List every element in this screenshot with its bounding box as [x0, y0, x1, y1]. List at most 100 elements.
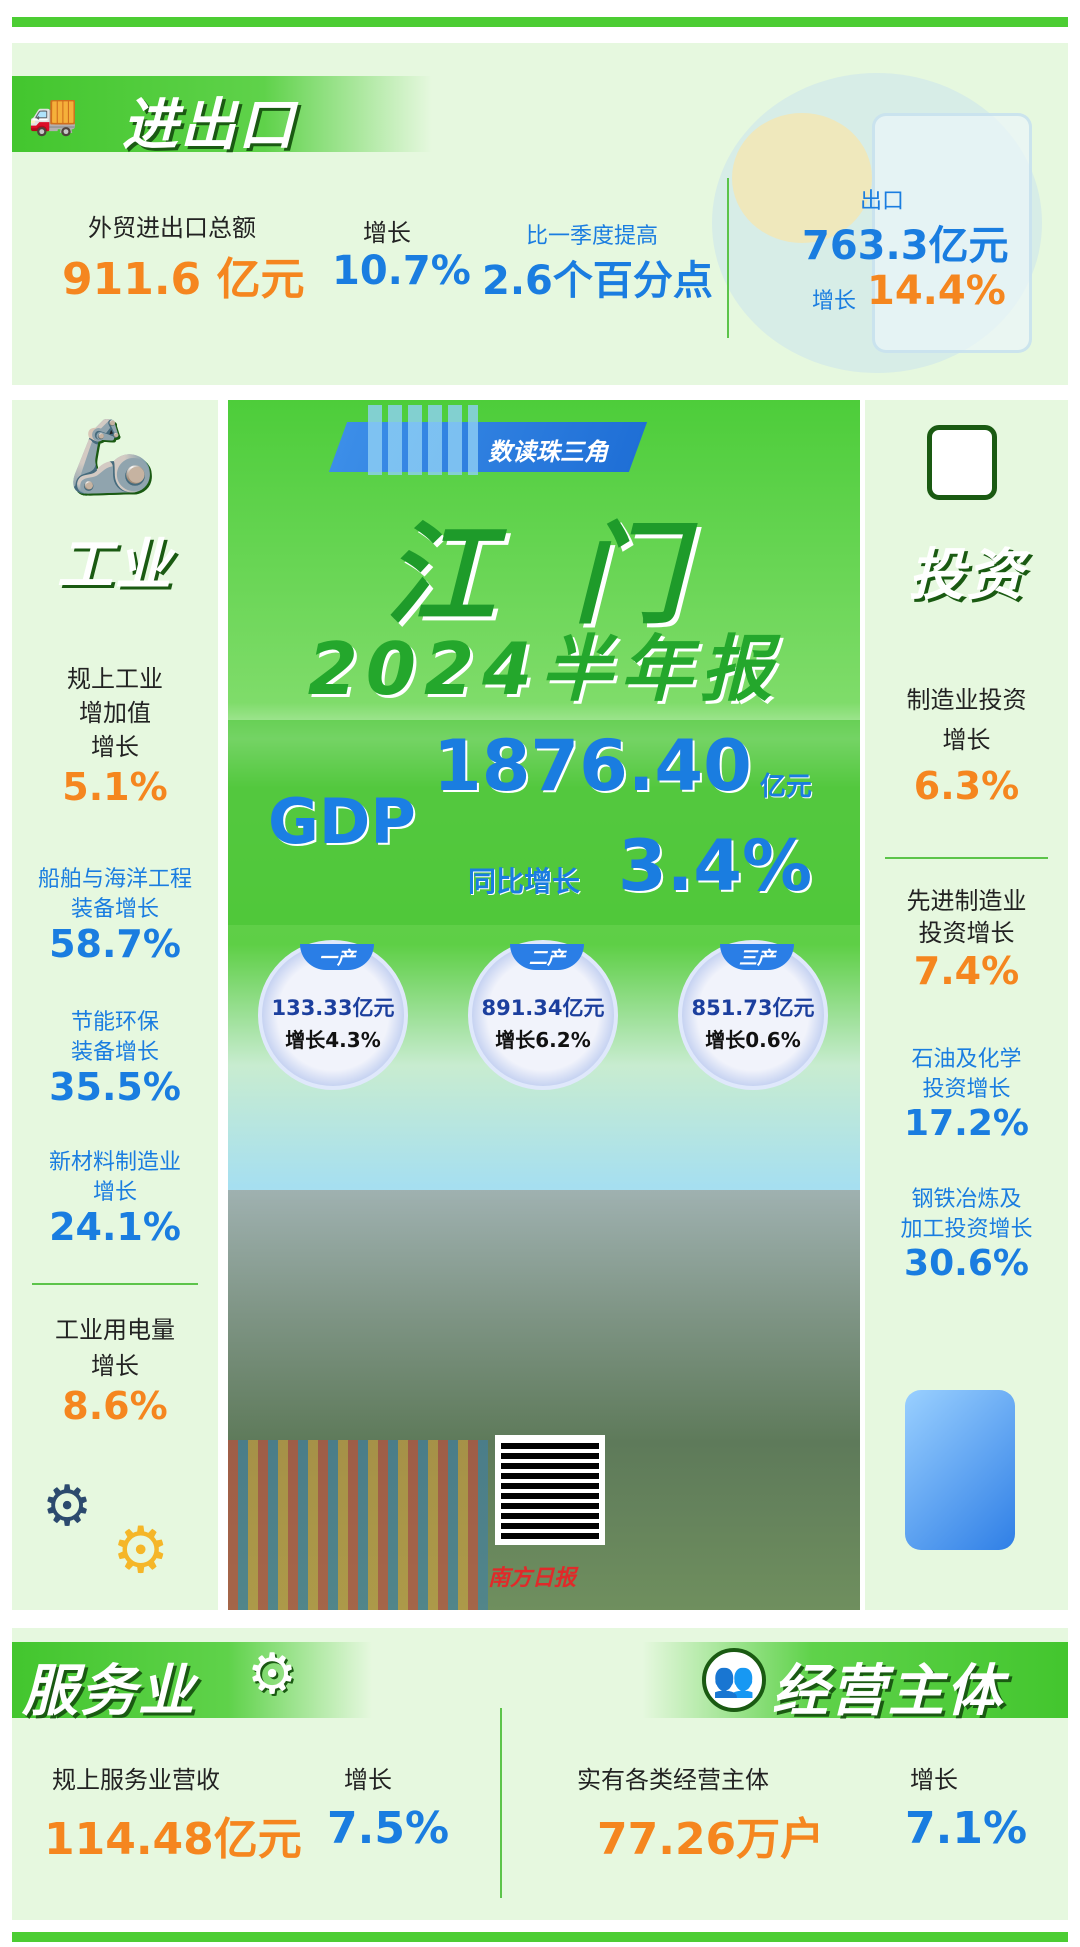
item-value: 24.1% [49, 1205, 181, 1249]
investment-item-4: 钢铁冶炼及 加工投资增长 30.6% [865, 1185, 1068, 1284]
item-label: 工业用电量 [55, 1316, 175, 1344]
sector-tag: 二产 [510, 944, 584, 970]
sector-tag: 一产 [300, 944, 374, 970]
item-value: 8.6% [62, 1384, 168, 1428]
divider [885, 857, 1048, 859]
item-label: 增长 [92, 1180, 137, 1205]
export-growth-label: 增长 [812, 289, 857, 314]
services-label: 规上服务业营收 [52, 1766, 220, 1794]
export-value: 763.3亿元 [802, 223, 1009, 269]
sector-value: 851.73亿元 [691, 996, 815, 1020]
sector-circle-tertiary: 三产 851.73亿元 增长0.6% [678, 940, 828, 1090]
growth-label: 增长 [363, 219, 411, 247]
item-label: 船舶与海洋工程 [37, 867, 192, 892]
sector-circle-primary: 一产 133.33亿元 增长4.3% [258, 940, 408, 1090]
gdp-value: 1876.40 [433, 725, 752, 807]
bottom-divider [12, 1932, 1068, 1942]
gdp-label: GDP [268, 785, 416, 858]
item-label: 装备增长 [70, 897, 159, 922]
entities-growth-value: 7.1% [905, 1803, 1028, 1854]
total-value: 911.6 亿元 [62, 243, 305, 307]
item-label: 新材料制造业 [48, 1150, 181, 1175]
investment-item-1: 制造业投资 增长 6.3% [865, 680, 1068, 806]
clipboard-icon [872, 113, 1032, 353]
sector-tag: 三产 [720, 944, 794, 970]
people-icon: 👥 [702, 1648, 766, 1712]
services-growth-label: 增长 [344, 1766, 392, 1794]
entities-header: 👥 经营主体 [642, 1642, 1068, 1724]
total-unit: 亿元 [216, 254, 305, 305]
investment-item-3: 石油及化学 投资增长 17.2% [865, 1045, 1068, 1144]
bottom-panel: 服务业 ⚙ 👥 经营主体 规上服务业营收 114.48亿元 增长 7.5% 实有… [12, 1628, 1068, 1920]
sector-growth: 增长4.3% [285, 1028, 381, 1052]
item-label: 装备增长 [70, 1040, 159, 1065]
entities-label: 实有各类经营主体 [577, 1766, 769, 1794]
item-label: 增长 [91, 733, 139, 761]
entities-growth-label: 增长 [910, 1766, 958, 1794]
divider [500, 1708, 502, 1898]
total-number: 911.6 [62, 254, 202, 305]
item-label: 制造业投资 [906, 686, 1027, 714]
item-label: 规上工业 [67, 665, 163, 693]
industry-item-2: 船舶与海洋工程 装备增长 58.7% [12, 865, 218, 966]
sector-value: 133.33亿元 [271, 996, 395, 1020]
trade-title: 进出口 [122, 93, 296, 158]
divider [32, 1283, 198, 1285]
q1-value: 2.6个百分点 [482, 248, 713, 306]
document-icon [927, 425, 997, 500]
item-label: 增加值 [79, 699, 151, 727]
item-value: 17.2% [904, 1103, 1029, 1144]
gdp-growth-label: 同比增长 [468, 865, 581, 898]
industry-column: 🦾 工业 规上工业 增加值 增长 5.1% 船舶与海洋工程 装备增长 58.7%… [12, 400, 218, 1610]
industry-item-5: 工业用电量 增长 8.6% [12, 1312, 218, 1428]
item-label: 先进制造业 [906, 887, 1027, 915]
growth-value: 10.7% [332, 248, 471, 294]
services-title: 服务业 [22, 1659, 196, 1724]
nanfang-daily-logo: 南方日报 [488, 1566, 577, 1591]
city-title: 江 门 [384, 511, 704, 639]
entities-value: 77.26万户 [597, 1814, 825, 1865]
item-value: 30.6% [904, 1243, 1029, 1284]
trade-header: 🚚 进出口 [12, 76, 432, 158]
gear-icon: ⚙ [112, 1514, 170, 1588]
item-label: 增长 [942, 726, 991, 754]
item-value: 7.4% [913, 949, 1020, 993]
item-value: 35.5% [49, 1065, 181, 1109]
service-hand-gear-icon: ⚙ [247, 1642, 298, 1707]
q1-label: 比一季度提高 [525, 224, 658, 249]
gdp-unit: 亿元 [759, 772, 812, 802]
city-aerial-photo [228, 1190, 860, 1610]
calculator-icon [905, 1390, 1015, 1550]
item-value: 58.7% [49, 922, 181, 966]
industry-item-1: 规上工业 增加值 增长 5.1% [12, 662, 218, 806]
robot-arm-icon: 🦾 [68, 415, 156, 497]
chat-bubble-icon [732, 113, 872, 243]
gdp-value-line: 1876.40 亿元 [433, 725, 812, 807]
item-label: 增长 [91, 1352, 139, 1380]
gear-icon: ⚙ [42, 1474, 93, 1539]
total-label: 外贸进出口总额 [88, 214, 256, 242]
entities-title: 经营主体 [772, 1659, 1004, 1724]
services-growth-value: 7.5% [327, 1803, 450, 1854]
sector-circle-secondary: 二产 891.34亿元 增长6.2% [468, 940, 618, 1090]
investment-column: 投资 制造业投资 增长 6.3% 先进制造业 投资增长 7.4% 石油及化学 投… [865, 400, 1068, 1610]
report-subtitle: 2024半年报 [307, 627, 781, 711]
item-value: 6.3% [913, 764, 1020, 808]
center-poster: 数读珠三角 江 门 2024半年报 GDP 1876.40 亿元 同比增长 3.… [228, 400, 860, 1610]
item-label: 节能环保 [70, 1010, 159, 1035]
sector-growth: 增长0.6% [705, 1028, 801, 1052]
city-skyline-icon [368, 405, 478, 475]
sector-value: 891.34亿元 [481, 996, 605, 1020]
top-divider [12, 17, 1068, 27]
services-value: 114.48亿元 [44, 1814, 302, 1865]
sector-growth: 增长6.2% [495, 1028, 591, 1052]
services-header: 服务业 ⚙ [12, 1642, 372, 1724]
qr-code[interactable] [495, 1435, 605, 1545]
investment-item-2: 先进制造业 投资增长 7.4% [865, 885, 1068, 993]
item-label: 投资增长 [918, 919, 1015, 947]
export-label: 出口 [859, 189, 904, 214]
item-label: 钢铁冶炼及 [911, 1187, 1022, 1212]
q1-unit: 个百分点 [552, 258, 713, 304]
industry-item-3: 节能环保 装备增长 35.5% [12, 1008, 218, 1109]
item-label: 投资增长 [922, 1077, 1011, 1102]
